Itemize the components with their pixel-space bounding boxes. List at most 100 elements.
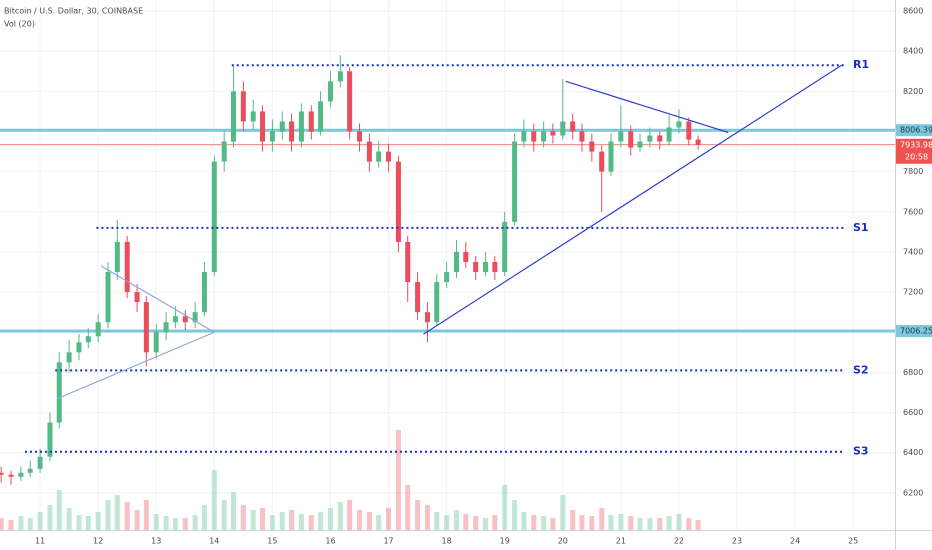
x-tick-label: 16 bbox=[325, 537, 335, 546]
candle-body bbox=[279, 121, 285, 132]
price-label: 8006.39 bbox=[900, 126, 932, 135]
candle-body bbox=[66, 352, 72, 363]
price-label-box bbox=[896, 324, 932, 337]
x-tick-label: 20 bbox=[558, 537, 568, 546]
candle-body bbox=[153, 332, 159, 353]
candle-body bbox=[473, 261, 479, 273]
volume-bar bbox=[357, 510, 363, 530]
candle-body bbox=[240, 91, 246, 122]
x-tick-label: 12 bbox=[93, 537, 103, 546]
candle-body bbox=[308, 111, 314, 132]
x-tick-label: 11 bbox=[35, 537, 45, 546]
last-price-label: 7933.98 bbox=[900, 140, 932, 149]
level-label: R1 bbox=[853, 58, 869, 71]
y-tick-label: 8200 bbox=[903, 87, 923, 96]
volume-bar bbox=[405, 485, 411, 530]
candle-body bbox=[666, 127, 672, 142]
volume-bar bbox=[444, 515, 450, 530]
candle-body bbox=[521, 131, 527, 142]
x-tick-label: 17 bbox=[383, 537, 393, 546]
volume-bar bbox=[386, 508, 392, 530]
volume-bar bbox=[686, 518, 692, 530]
candle-body bbox=[415, 282, 421, 313]
volume-bar bbox=[560, 495, 566, 530]
x-tick-label: 15 bbox=[267, 537, 277, 546]
candle-body bbox=[347, 71, 353, 132]
volume-bar bbox=[230, 492, 236, 530]
volume-bar bbox=[105, 500, 111, 530]
volume-bar bbox=[163, 516, 169, 530]
candle-body bbox=[95, 322, 101, 337]
candle-body bbox=[434, 282, 440, 323]
volume-bar bbox=[454, 510, 460, 530]
y-tick-label: 7600 bbox=[903, 207, 923, 216]
volume-bar bbox=[589, 516, 595, 530]
volume-bar bbox=[512, 500, 518, 530]
volume-bar bbox=[666, 516, 672, 530]
volume-bar bbox=[579, 515, 585, 530]
x-tick-label: 19 bbox=[500, 537, 510, 546]
candle-body bbox=[250, 111, 256, 122]
candle-body bbox=[37, 456, 43, 469]
candle-body bbox=[18, 472, 24, 477]
volume-bar bbox=[347, 500, 353, 530]
volume-bar bbox=[521, 512, 527, 530]
volume-bar bbox=[27, 518, 33, 530]
y-tick-label: 8600 bbox=[903, 7, 923, 16]
volume-bar bbox=[618, 514, 624, 530]
candle-body bbox=[686, 121, 692, 140]
trend-line bbox=[565, 80, 729, 134]
last-price-box bbox=[896, 138, 932, 164]
volume-bar bbox=[327, 508, 333, 530]
volume-bar bbox=[124, 502, 130, 530]
volume-bar bbox=[298, 514, 304, 530]
x-tick-label: 14 bbox=[209, 537, 219, 546]
candle-body bbox=[318, 101, 324, 132]
candle-body bbox=[512, 141, 518, 222]
candle-body bbox=[27, 468, 33, 473]
y-tick-label: 6400 bbox=[903, 448, 923, 457]
candle-body bbox=[376, 151, 382, 162]
candle-body bbox=[105, 272, 111, 323]
candle-body bbox=[85, 336, 91, 343]
candle-body bbox=[386, 151, 392, 162]
candle-body bbox=[0, 472, 4, 475]
candle-body bbox=[357, 131, 363, 142]
volume-bar bbox=[531, 515, 537, 530]
candle-body bbox=[637, 141, 643, 148]
candle-body bbox=[221, 141, 227, 162]
volume-bar bbox=[473, 516, 479, 530]
candle-body bbox=[230, 91, 236, 142]
candle-body bbox=[8, 474, 14, 477]
volume-bar bbox=[201, 505, 207, 530]
candle-body bbox=[192, 312, 198, 323]
candle-body bbox=[289, 121, 295, 142]
y-tick-label: 6600 bbox=[903, 408, 923, 417]
trend-line bbox=[57, 331, 215, 400]
x-tick-label: 25 bbox=[848, 537, 858, 546]
level-label: S1 bbox=[853, 221, 869, 234]
volume-bar bbox=[66, 508, 72, 530]
volume-bar bbox=[0, 518, 4, 530]
candle-body bbox=[628, 131, 634, 148]
volume-bar bbox=[308, 515, 314, 530]
volume-bar bbox=[376, 515, 382, 530]
x-tick-label: 18 bbox=[442, 537, 452, 546]
x-tick-label: 13 bbox=[151, 537, 161, 546]
volume-bar bbox=[260, 508, 266, 530]
candle-body bbox=[695, 139, 701, 145]
chart-subtitle: Vol (20) bbox=[4, 20, 35, 29]
price-label-box bbox=[896, 124, 932, 137]
volume-bar bbox=[434, 512, 440, 530]
candle-body bbox=[647, 135, 653, 142]
candle-body bbox=[163, 322, 169, 333]
candle-body bbox=[172, 316, 178, 323]
candle-body bbox=[492, 261, 498, 273]
candle-body bbox=[201, 272, 207, 313]
volume-bar bbox=[415, 500, 421, 530]
volume-bar bbox=[550, 518, 556, 530]
volume-bar bbox=[85, 516, 91, 530]
candle-body bbox=[570, 121, 576, 132]
candle-body bbox=[182, 316, 188, 323]
